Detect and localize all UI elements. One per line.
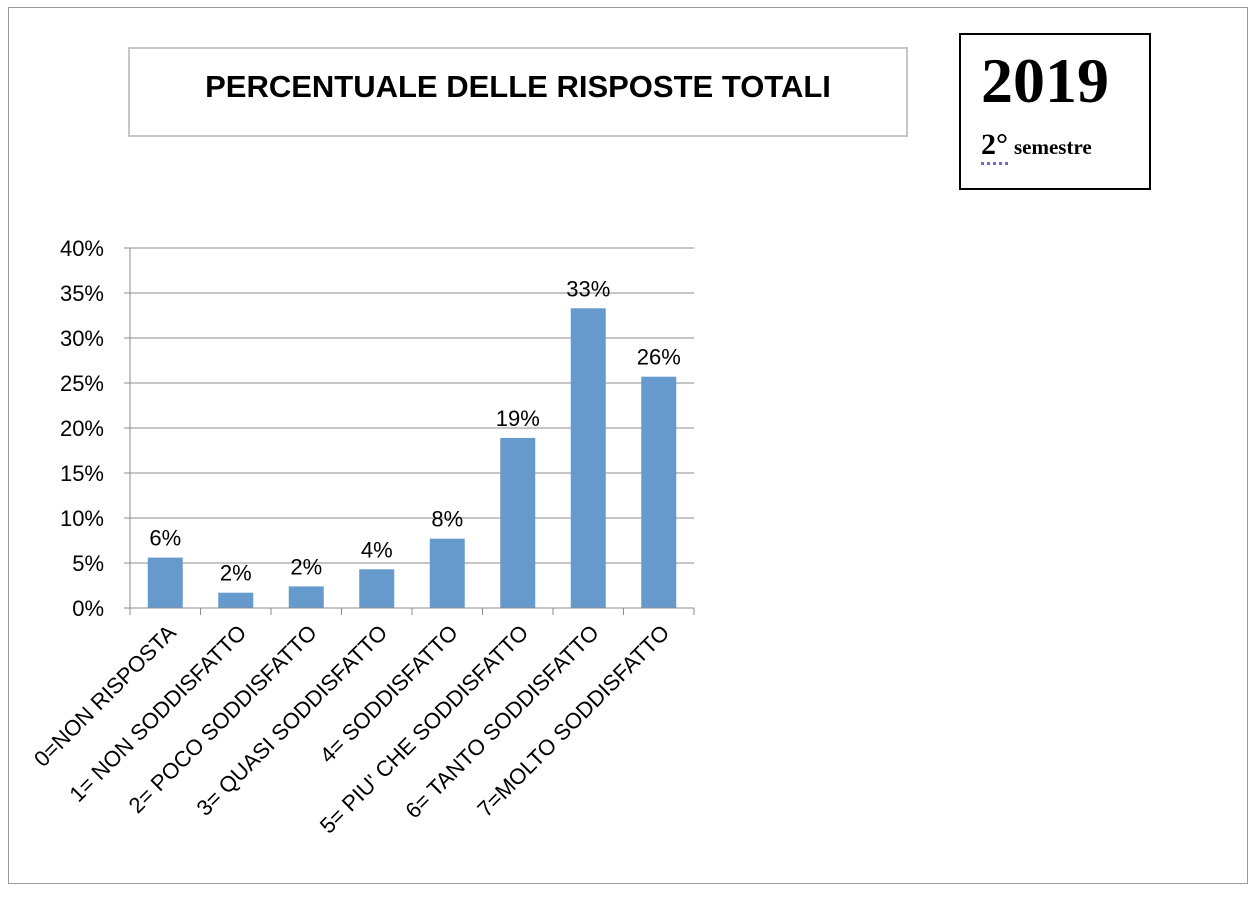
data-label: 4% [361,537,393,562]
y-axis-ticks: 0% 5% 10% 15% 20% 25% 30% 35% 40% [60,236,130,621]
data-label: 2% [290,554,322,579]
bar [218,592,254,608]
period-box: 2019 2° semestre [959,33,1151,190]
bar [641,376,677,608]
bar [500,437,536,608]
year-label: 2019 [981,45,1109,116]
bar [359,569,395,608]
y-tick-label: 35% [60,281,104,306]
data-label: 6% [149,526,181,551]
y-tick-label: 10% [60,506,104,531]
data-label: 19% [496,406,540,431]
y-tick-label: 5% [72,551,104,576]
chart-title: PERCENTUALE DELLE RISPOSTE TOTALI [205,69,831,104]
bars [147,308,677,608]
bar [288,586,324,608]
data-label: 2% [220,561,252,586]
semester-word: semestre [1014,135,1092,159]
chart-frame [8,7,1248,884]
y-tick-label: 15% [60,461,104,486]
title-box: PERCENTUALE DELLE RISPOSTE TOTALI [128,47,908,137]
y-tick-label: 20% [60,416,104,441]
semester-label: 2° semestre [981,128,1092,165]
data-label: 8% [431,507,463,532]
bar [570,308,606,608]
bar [429,538,465,608]
semester-number: 2° [981,128,1008,165]
y-tick-label: 30% [60,326,104,351]
bar [147,557,183,608]
y-tick-label: 0% [72,596,104,621]
data-label: 33% [566,276,610,301]
y-tick-label: 25% [60,371,104,396]
axes [129,248,695,615]
data-labels: 6% 2% 2% 4% 8% 19% 33% 26% [149,276,680,585]
y-tick-label: 40% [60,236,104,261]
data-label: 26% [637,345,681,370]
